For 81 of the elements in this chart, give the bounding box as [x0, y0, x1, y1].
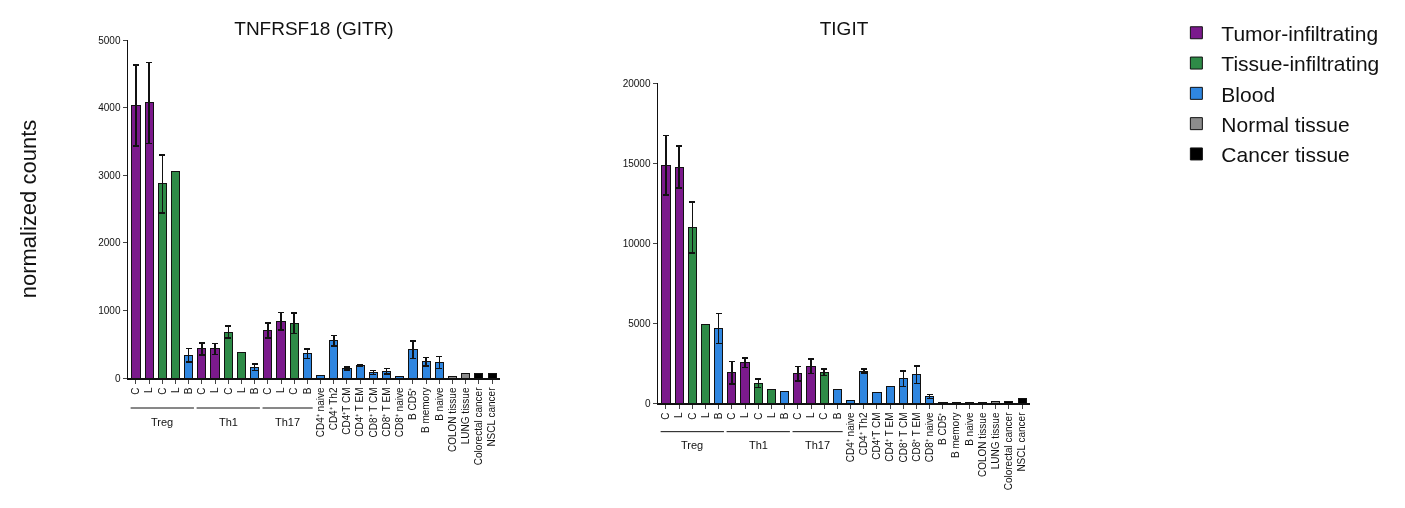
y-tick-label: 5000 [98, 34, 121, 46]
x-tick-label: B CD5⁺ [937, 411, 949, 445]
x-tick-label: C [288, 387, 300, 395]
x-tick-label: C [262, 387, 274, 395]
x-tick-label: CD8⁺ T CM [367, 387, 379, 438]
x-tick-label: CD8⁺ naive [923, 412, 935, 463]
x-tick-label: B [712, 412, 724, 420]
y-tick-label: 0 [644, 397, 651, 409]
x-tick-label: COLON tissue [976, 412, 988, 477]
x-tick-label: B [778, 412, 790, 420]
x-tick-label: C [156, 387, 168, 395]
x-tick-label: Colorectal cancer [1003, 411, 1015, 491]
legend-label: Normal tissue [1221, 112, 1350, 136]
x-tick-label: B memory [950, 412, 962, 459]
legend-label: Cancer tissue [1221, 143, 1350, 167]
legend-label: Blood [1221, 82, 1276, 106]
x-tick-label: Colorectal cancer [473, 386, 485, 466]
x-tick-label: C [222, 387, 234, 395]
y-tick-label: 15000 [622, 157, 651, 169]
x-tick-label: CD4⁺T CM [871, 412, 883, 460]
x-tick-label: B [301, 387, 313, 395]
x-tick-label: C [818, 412, 830, 420]
x-tick-label: L [699, 412, 711, 419]
y-tick-label: 1000 [98, 304, 121, 316]
y-tick-label: 2000 [98, 237, 121, 249]
legend-label: Tumor-infiltrating [1221, 21, 1379, 45]
x-tick-label: B naive [433, 387, 445, 421]
x-tick-label: B memory [420, 387, 432, 434]
x-tick-label: C [752, 412, 764, 420]
text: Treg [151, 416, 174, 428]
y-tick-label: 0 [114, 372, 121, 384]
x-tick-label: C [686, 412, 698, 420]
text: Th17 [805, 439, 831, 451]
x-tick-label: B [182, 387, 194, 395]
x-tick-label: L [143, 387, 155, 394]
x-tick-label: NSCL cancer [486, 386, 498, 447]
x-tick-label: LUNG tissue [989, 412, 1001, 470]
x-tick-label: B [248, 387, 260, 395]
x-tick-label: CD4⁺ Th2 [328, 387, 340, 431]
x-tick-label: L [673, 412, 685, 419]
x-tick-label: L [169, 387, 181, 394]
x-tick-label: CD8⁺ T CM [897, 412, 909, 463]
y-axis-title: normalized counts [16, 119, 42, 299]
text: Treg [681, 439, 704, 451]
x-tick-label: CD4⁺T CM [341, 387, 353, 435]
x-tick-label: CD8⁺ T EM [380, 387, 392, 437]
x-tick-label: L [765, 412, 777, 419]
x-tick-label: L [739, 412, 751, 419]
x-tick-label: CD4⁺ naive [844, 412, 856, 463]
y-tick-label: 20000 [622, 77, 651, 89]
x-tick-label: CD4⁺ naive [314, 387, 326, 438]
x-tick-label: LUNG tissue [459, 387, 471, 445]
x-tick-label: C [130, 387, 142, 395]
x-tick-label: CD4⁺ T EM [354, 387, 366, 437]
x-tick-label: C [726, 412, 738, 420]
x-tick-label: C [792, 412, 804, 420]
x-tick-label: CD8⁺ T EM [910, 412, 922, 462]
x-tick-label: NSCL cancer [1016, 411, 1028, 472]
x-tick-label: L [805, 412, 817, 419]
text: Th17 [275, 416, 301, 428]
x-tick-label: L [209, 387, 221, 394]
chart-title: TIGIT [819, 17, 869, 39]
x-tick-label: COLON tissue [446, 387, 458, 452]
chart-title: TNFRSF18 (GITR) [234, 17, 394, 39]
y-tick-label: 4000 [98, 102, 121, 114]
x-tick-label: CD4⁺ T EM [884, 412, 896, 462]
x-tick-label: B [831, 412, 843, 420]
text: Th1 [219, 416, 238, 428]
y-tick-label: 10000 [622, 237, 651, 249]
y-tick-label: 3000 [98, 169, 121, 181]
x-tick-label: B naive [963, 412, 975, 446]
text: Th1 [749, 439, 768, 451]
y-tick-label: 5000 [628, 317, 651, 329]
x-tick-label: L [235, 387, 247, 394]
x-tick-label: B CD5⁺ [407, 386, 419, 420]
x-tick-label: CD8⁺ naive [393, 387, 405, 438]
x-tick-label: L [275, 387, 287, 394]
x-tick-label: C [660, 412, 672, 420]
x-tick-label: CD4⁺ Th2 [858, 412, 870, 456]
x-tick-label: C [196, 387, 208, 395]
legend-label: Tissue-infiltrating [1221, 52, 1380, 76]
